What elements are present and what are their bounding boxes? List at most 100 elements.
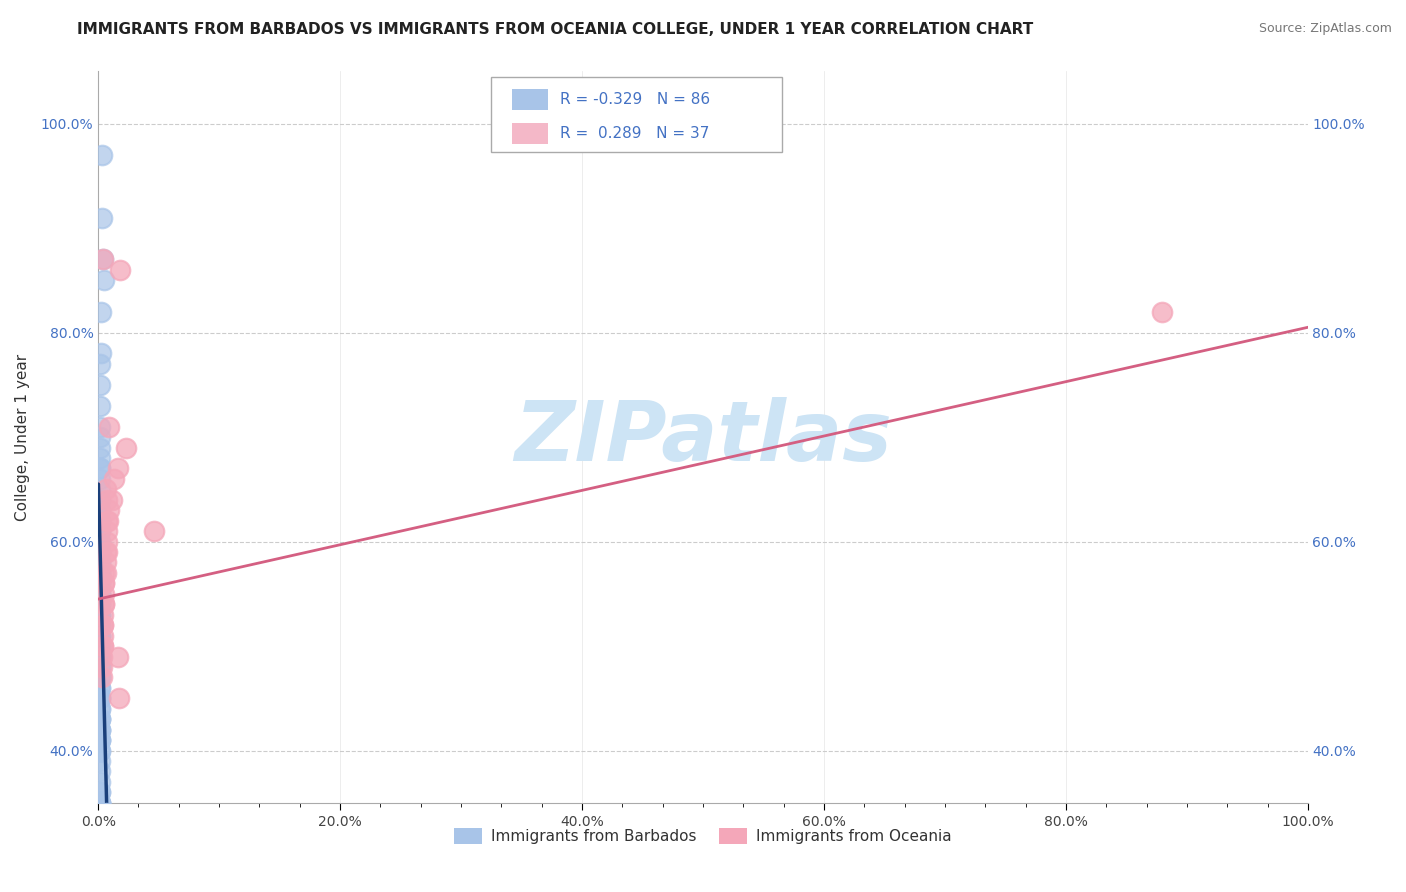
Point [89,660,111,674]
Point [89,576,111,591]
Point [98,503,121,517]
Point [89,524,111,538]
Point [91,618,114,632]
Point [89,587,111,601]
Point [89,754,111,768]
Point [97,514,120,528]
Point [89,639,111,653]
Point [89,639,111,653]
Point [91,618,114,632]
Point [89,660,111,674]
Point [89,712,111,726]
Point [94,545,117,559]
Point [89,545,111,559]
Point [89,566,111,580]
Point [89,524,111,538]
FancyBboxPatch shape [492,78,782,152]
Point [89,607,111,622]
Point [89,556,111,570]
Point [89,629,111,643]
Point [89,639,111,653]
Point [108,263,131,277]
Point [89,712,111,726]
Point [90,346,112,360]
Point [89,691,111,706]
Point [89,461,111,475]
Point [91,211,114,225]
Point [89,534,111,549]
Point [89,566,111,580]
Point [89,681,111,695]
Point [89,514,111,528]
Point [115,441,138,455]
Y-axis label: College, Under 1 year: College, Under 1 year [15,353,30,521]
Point [89,618,111,632]
Point [89,764,111,779]
Text: R = -0.329   N = 86: R = -0.329 N = 86 [561,92,710,107]
Point [89,461,111,475]
Point [89,743,111,757]
Point [93,566,115,580]
Point [94,483,117,497]
Point [89,450,111,465]
Point [89,597,111,611]
Point [89,649,111,664]
Point [93,597,115,611]
Point [91,660,114,674]
Point [89,733,111,747]
Text: IMMIGRANTS FROM BARBADOS VS IMMIGRANTS FROM OCEANIA COLLEGE, UNDER 1 YEAR CORREL: IMMIGRANTS FROM BARBADOS VS IMMIGRANTS F… [77,22,1033,37]
Point [89,796,111,810]
Point [89,796,111,810]
Point [89,607,111,622]
FancyBboxPatch shape [512,122,548,145]
Point [89,670,111,684]
Point [98,419,121,434]
Point [89,419,111,434]
Point [93,597,115,611]
Point [89,681,111,695]
Point [89,492,111,507]
Text: ZIPatlas: ZIPatlas [515,397,891,477]
Point [89,576,111,591]
Point [108,691,131,706]
Point [89,399,111,413]
Point [89,702,111,716]
Point [96,534,118,549]
Point [89,785,111,799]
Point [89,629,111,643]
Point [91,252,114,267]
Point [89,587,111,601]
Point [91,607,114,622]
Point [89,441,111,455]
Point [89,472,111,486]
Point [89,702,111,716]
Point [91,639,114,653]
Point [91,670,114,684]
Point [93,587,115,601]
Point [89,712,111,726]
Point [89,377,111,392]
Point [96,492,118,507]
Point [91,252,114,267]
Point [89,743,111,757]
Point [89,691,111,706]
Point [89,733,111,747]
Point [89,514,111,528]
Point [89,566,111,580]
Point [103,472,125,486]
Point [89,733,111,747]
Point [90,304,112,318]
Point [96,514,118,528]
Point [89,723,111,737]
Legend: Immigrants from Barbados, Immigrants from Oceania: Immigrants from Barbados, Immigrants fro… [449,822,957,850]
Point [143,524,166,538]
Point [96,524,118,538]
Point [1152,304,1174,318]
Point [89,587,111,601]
Point [89,775,111,789]
Point [89,796,111,810]
Point [89,483,111,497]
Point [89,607,111,622]
Point [89,785,111,799]
Point [89,796,111,810]
